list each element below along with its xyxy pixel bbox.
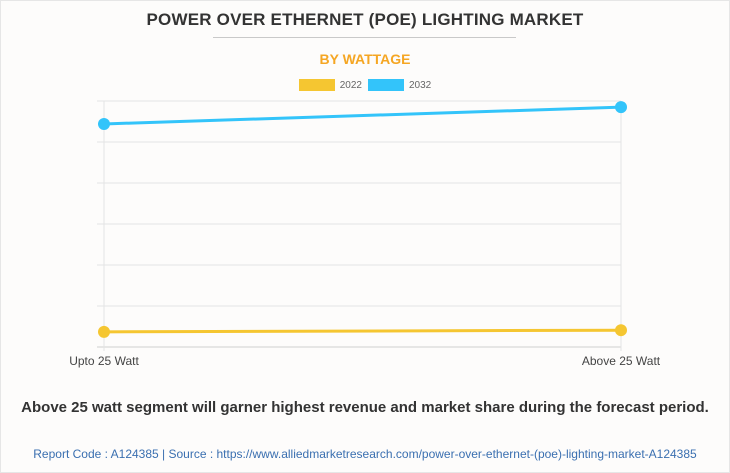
grid-lines [97,100,622,351]
legend-label-2022: 2022 [339,79,362,91]
series-line-2032 [103,105,622,126]
legend-swatch-2032 [368,79,404,91]
title-divider [213,37,516,38]
legend-swatch-2022 [298,79,335,91]
legend-item-2032[interactable]: 2032 [368,79,431,91]
data-point-2022 [615,324,627,337]
series-lines [98,101,627,338]
chart-subtitle: BY WATTAGE [319,51,411,67]
x-tick-label: Upto 25 Watt [69,354,139,368]
data-point-2032 [98,117,110,130]
chart-title: POWER OVER ETHERNET (POE) LIGHTING MARKE… [146,10,584,29]
x-axis-labels: Upto 25 Watt Above 25 Watt [69,354,661,368]
source-line[interactable]: Report Code : A124385 | Source : https:/… [33,447,697,461]
legend-label-2032: 2032 [409,79,432,91]
data-point-2032 [615,101,627,114]
line-chart: Upto 25 Watt Above 25 Watt [69,100,661,368]
legend-item-2022[interactable]: 2022 [298,79,362,91]
legend: 2022 2032 [0,79,730,91]
series-line-2022 [103,328,622,334]
chart-caption: Above 25 watt segment will garner highes… [21,399,709,416]
data-point-2022 [98,325,110,338]
x-tick-label: Above 25 Watt [582,354,661,368]
